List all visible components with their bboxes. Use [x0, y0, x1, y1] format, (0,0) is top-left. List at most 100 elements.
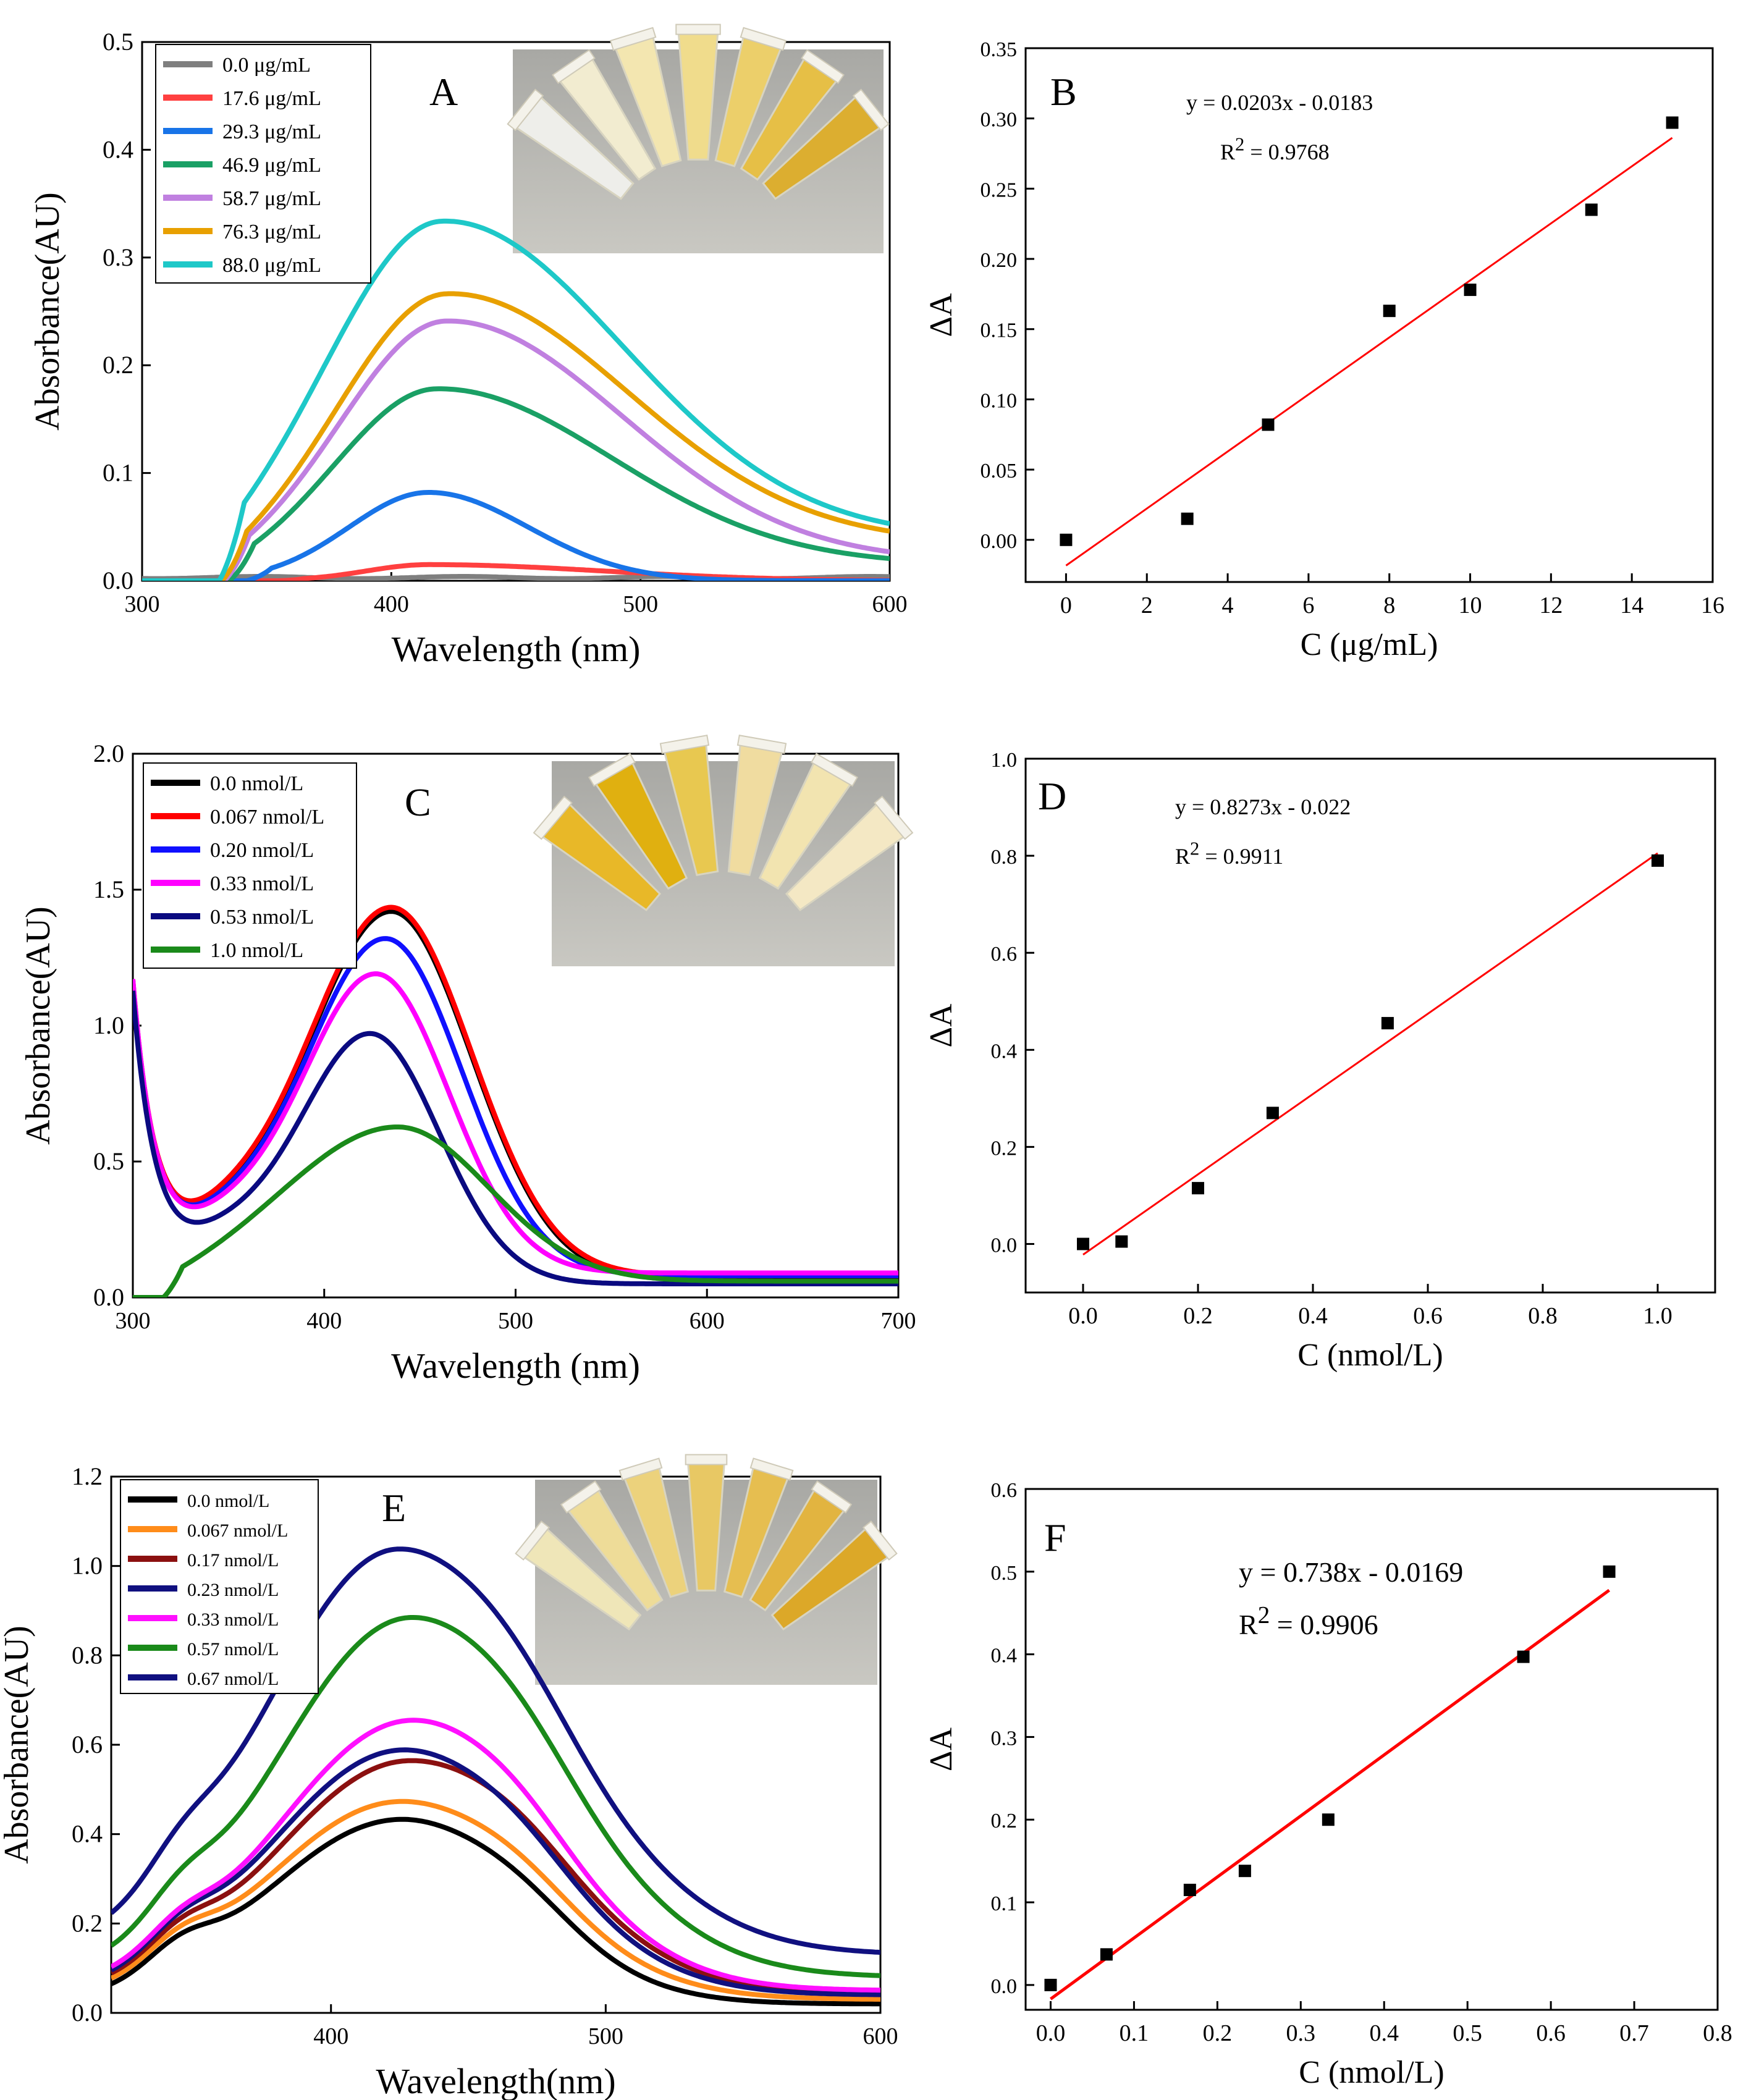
x-tick-label: 4	[1222, 592, 1234, 618]
y-tick-label: 0.4	[72, 1820, 103, 1848]
y-tick-label: 1.0	[93, 1011, 124, 1039]
y-tick-label: 0.2	[991, 1810, 1018, 1832]
y-tick-label: 0.2	[991, 1137, 1018, 1160]
panel-label: E	[382, 1486, 406, 1530]
sample-tube	[723, 1457, 794, 1598]
data-point	[1266, 1107, 1279, 1120]
data-point	[1238, 1865, 1251, 1878]
data-point	[1192, 1182, 1204, 1195]
data-point	[1651, 854, 1664, 867]
x-tick-label: 300	[116, 1308, 151, 1334]
data-point	[1381, 1017, 1394, 1030]
x-tick-label: 1.0	[1643, 1303, 1673, 1329]
data-point	[1060, 533, 1073, 546]
x-tick-label: 0.4	[1369, 2020, 1399, 2046]
x-tick-label: 8	[1383, 592, 1395, 618]
x-tick-label: 400	[306, 1308, 342, 1334]
y-tick-label: 0.0	[991, 1975, 1018, 1998]
y-tick-label: 0.0	[103, 567, 133, 594]
y-tick-label: 0.8	[72, 1641, 103, 1669]
series-line	[142, 490, 890, 581]
x-tick-label: 400	[313, 2023, 348, 2049]
legend-entry: 1.0 nmol/L	[210, 939, 303, 962]
x-axis-label: Wavelength(nm)	[376, 2061, 615, 2100]
panel-F: 0.0 0.1 0.2 0.3 0.4 0.5 0.6 0.7 0.8 0.0 0.1 0.2 0.3 0…	[924, 1479, 1732, 2090]
series-line	[111, 1747, 880, 1997]
y-tick-label: 0.8	[991, 846, 1018, 869]
y-tick-label: 0.4	[103, 135, 133, 163]
sample-tube	[618, 1457, 690, 1598]
x-tick-label: 0.5	[1453, 2020, 1482, 2046]
x-tick-label: 0.4	[1298, 1303, 1328, 1329]
sample-tube	[714, 27, 787, 167]
panel-B: 0 2 4 6 8 10 12 14 16 0.00 0.05 0.10 0.15 0.20 0.25 0.3…	[924, 38, 1724, 662]
x-axis-label: C (nmol/L)	[1299, 2055, 1444, 2090]
x-tick-label: 12	[1539, 592, 1563, 618]
sample-tube	[675, 23, 721, 161]
y-tick-label: 0.4	[991, 1645, 1018, 1668]
y-tick-label: 0.0	[72, 1999, 103, 2026]
series-line	[142, 218, 890, 581]
legend-entry: 0.0 μg/mL	[222, 54, 311, 77]
sample-tube	[685, 1454, 728, 1592]
series-line	[133, 990, 898, 1286]
legend-entry: 0.57 nmol/L	[187, 1639, 279, 1659]
data-point	[1585, 203, 1598, 216]
legend-entry: 0.33 nmol/L	[210, 872, 314, 895]
y-tick-label: 0.20	[981, 249, 1018, 272]
y-tick-label: 0.15	[981, 319, 1018, 342]
sample-tube	[740, 49, 845, 181]
series-line	[111, 1718, 880, 1993]
x-tick-label: 0.0	[1036, 2020, 1066, 2046]
y-tick-label: 0.6	[72, 1731, 103, 1758]
y-tick-label: 0.05	[981, 460, 1018, 483]
legend-entry: 0.33 nmol/L	[187, 1609, 279, 1630]
series-line	[142, 386, 890, 581]
sample-tube	[762, 88, 890, 200]
y-tick-label: 0.1	[991, 1892, 1018, 1915]
x-tick-label: 500	[588, 2023, 623, 2049]
panel-label: C	[405, 780, 431, 824]
panel-D: 0.0 0.2 0.4 0.6 0.8 1.0 0.0 0.2 0.4 0.6 0.8 1.0 C (n…	[924, 749, 1716, 1373]
sample-tube	[588, 753, 688, 890]
y-tick-label: 0.1	[103, 459, 133, 487]
y-tick-label: 1.5	[93, 875, 124, 903]
x-tick-label: 600	[863, 2023, 898, 2049]
plot-frame	[1024, 1488, 1719, 2011]
data-point	[1464, 284, 1477, 297]
x-tick-label: 6	[1302, 592, 1314, 618]
plot-frame	[1024, 757, 1716, 1294]
legend-entry: 88.0 μg/mL	[222, 254, 321, 277]
legend: 0.0 μg/mL 17.6 μg/mL 29.3 μg/mL 46.9 μg/mL 5…	[155, 44, 371, 284]
series-line	[133, 971, 898, 1276]
sample-tube	[609, 27, 682, 167]
x-tick-label: 0.8	[1528, 1303, 1558, 1329]
series-line	[133, 1124, 898, 1297]
y-tick-label: 1.0	[991, 749, 1018, 772]
legend-entry: 0.0 nmol/L	[210, 772, 303, 795]
x-tick-label: 0.2	[1203, 2020, 1233, 2046]
legend-entry: 0.20 nmol/L	[210, 839, 314, 862]
x-tick-label: 700	[881, 1308, 916, 1334]
y-axis-label: ΔA	[924, 1727, 959, 1771]
y-axis-label: Absorbance(AU)	[19, 906, 57, 1145]
y-tick-label: 1.2	[72, 1462, 103, 1490]
sample-tube	[785, 795, 914, 911]
x-tick-label: 600	[872, 591, 908, 617]
sample-tube	[560, 1480, 664, 1612]
legend: 0.0 nmol/L 0.067 nmol/L 0.20 nmol/L 0.33 nm…	[143, 762, 357, 969]
legend-entry: 46.9 μg/mL	[222, 154, 321, 177]
r-squared: R2 = 0.9911	[1175, 838, 1283, 869]
x-axis-label: C (nmol/L)	[1297, 1338, 1443, 1373]
x-tick-label: 0.1	[1120, 2020, 1149, 2046]
panel-label: D	[1038, 774, 1066, 818]
x-tick-label: 2	[1141, 592, 1153, 618]
sample-tube	[659, 735, 719, 877]
y-tick-label: 0.6	[991, 1479, 1018, 1502]
series-line	[142, 291, 890, 581]
data-point	[1383, 305, 1396, 318]
r-squared: R2 = 0.9906	[1239, 1602, 1378, 1640]
x-tick-label: 0.6	[1536, 2020, 1566, 2046]
data-point	[1322, 1813, 1335, 1826]
